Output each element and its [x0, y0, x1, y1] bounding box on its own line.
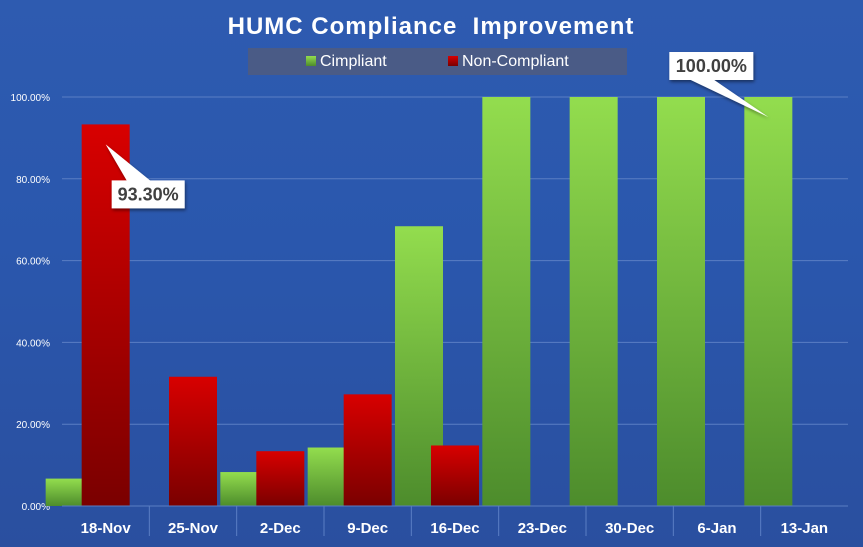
x-tick-label: 9-Dec [347, 520, 388, 537]
callout-pointer [105, 144, 152, 182]
x-axis-ticks: 18-Nov 25-Nov 2-Dec 9-Dec 16-Dec 23-Dec 30-Dec… [62, 505, 848, 537]
legend-swatch-compliant [306, 56, 316, 66]
x-tick-label: 2-Dec [260, 520, 301, 537]
legend-background [248, 48, 627, 75]
legend-swatch-noncompliant [448, 56, 458, 66]
y-tick-label: 60.00% [16, 257, 50, 268]
data-label: 93.30% [118, 184, 179, 204]
callouts: 93.30% 100.00% [105, 52, 769, 209]
y-tick-label: 0.00% [22, 502, 50, 513]
callout-box [111, 180, 185, 209]
y-tick-label: 80.00% [16, 175, 50, 186]
legend-label-compliant: Cimpliant [320, 53, 387, 70]
bar-noncompliant [169, 376, 217, 506]
bar-noncompliant [431, 445, 479, 506]
callout-box [669, 52, 754, 80]
x-tick-label: 30-Dec [605, 520, 654, 537]
x-tick-label: 25-Nov [168, 520, 219, 537]
x-tick-label: 16-Dec [430, 520, 479, 537]
y-tick-label: 100.00% [11, 93, 51, 104]
x-tick-label: 6-Jan [697, 520, 736, 537]
data-label: 100.00% [676, 56, 747, 76]
x-tick-label: 23-Dec [518, 520, 567, 537]
bar-noncompliant [256, 451, 305, 506]
bar-compliant [569, 97, 618, 506]
y-axis-ticks: 0.00% 20.00% 40.00% 60.00% 80.00% 100.00% [11, 93, 51, 513]
bar-compliant [657, 97, 705, 506]
x-tick-label: 18-Nov [81, 520, 132, 537]
bar-compliant [744, 97, 793, 506]
legend-label-noncompliant: Non-Compliant [462, 53, 569, 70]
bars [45, 97, 793, 506]
y-tick-label: 40.00% [16, 338, 50, 349]
x-tick-label: 13-Jan [781, 520, 829, 537]
bar-noncompliant [343, 394, 392, 506]
data-callout [669, 52, 769, 117]
legend: Cimpliant Non-Compliant [248, 48, 627, 75]
data-callout [105, 144, 185, 209]
y-tick-label: 20.00% [16, 420, 50, 431]
bar-compliant [482, 97, 531, 506]
callout-pointer [688, 79, 769, 117]
chart-title: HUMC Compliance Improvement [228, 13, 635, 40]
